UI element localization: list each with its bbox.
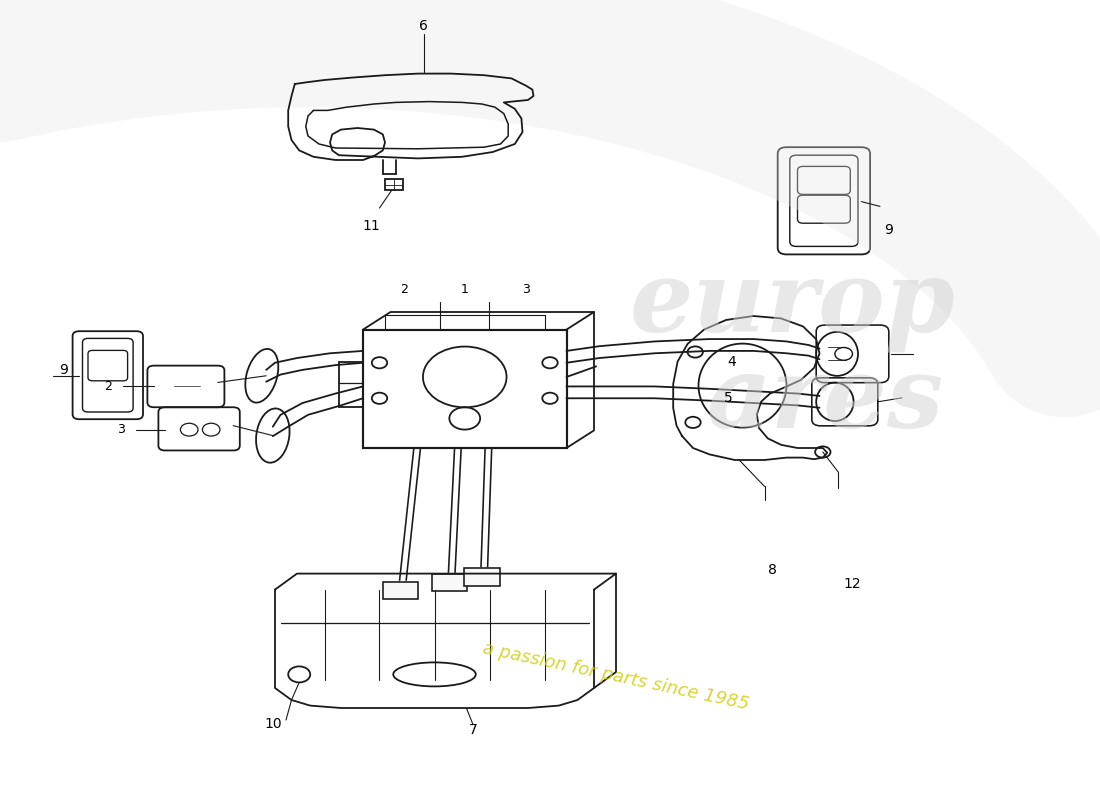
Bar — [363, 330, 566, 448]
Bar — [385, 179, 403, 190]
Bar — [339, 362, 363, 406]
Text: 2: 2 — [399, 283, 408, 296]
Text: 3: 3 — [521, 283, 530, 296]
Text: a passion for parts since 1985: a passion for parts since 1985 — [481, 639, 751, 713]
Text: 7: 7 — [469, 722, 477, 737]
Text: 9: 9 — [59, 362, 68, 377]
Text: 3: 3 — [117, 423, 125, 436]
Text: 8: 8 — [768, 562, 777, 577]
Bar — [432, 574, 468, 591]
Text: 9: 9 — [884, 223, 893, 238]
Text: 6: 6 — [419, 18, 428, 33]
Text: 4: 4 — [727, 354, 736, 369]
Text: ares: ares — [706, 352, 944, 448]
Text: 5: 5 — [724, 391, 733, 406]
Text: 2: 2 — [103, 380, 112, 393]
Bar — [464, 568, 499, 586]
Text: 10: 10 — [264, 717, 282, 731]
Text: 12: 12 — [844, 577, 861, 591]
Text: 1: 1 — [461, 283, 469, 296]
Bar — [383, 582, 418, 599]
Text: 11: 11 — [363, 218, 381, 233]
Text: europ: europ — [629, 256, 955, 352]
